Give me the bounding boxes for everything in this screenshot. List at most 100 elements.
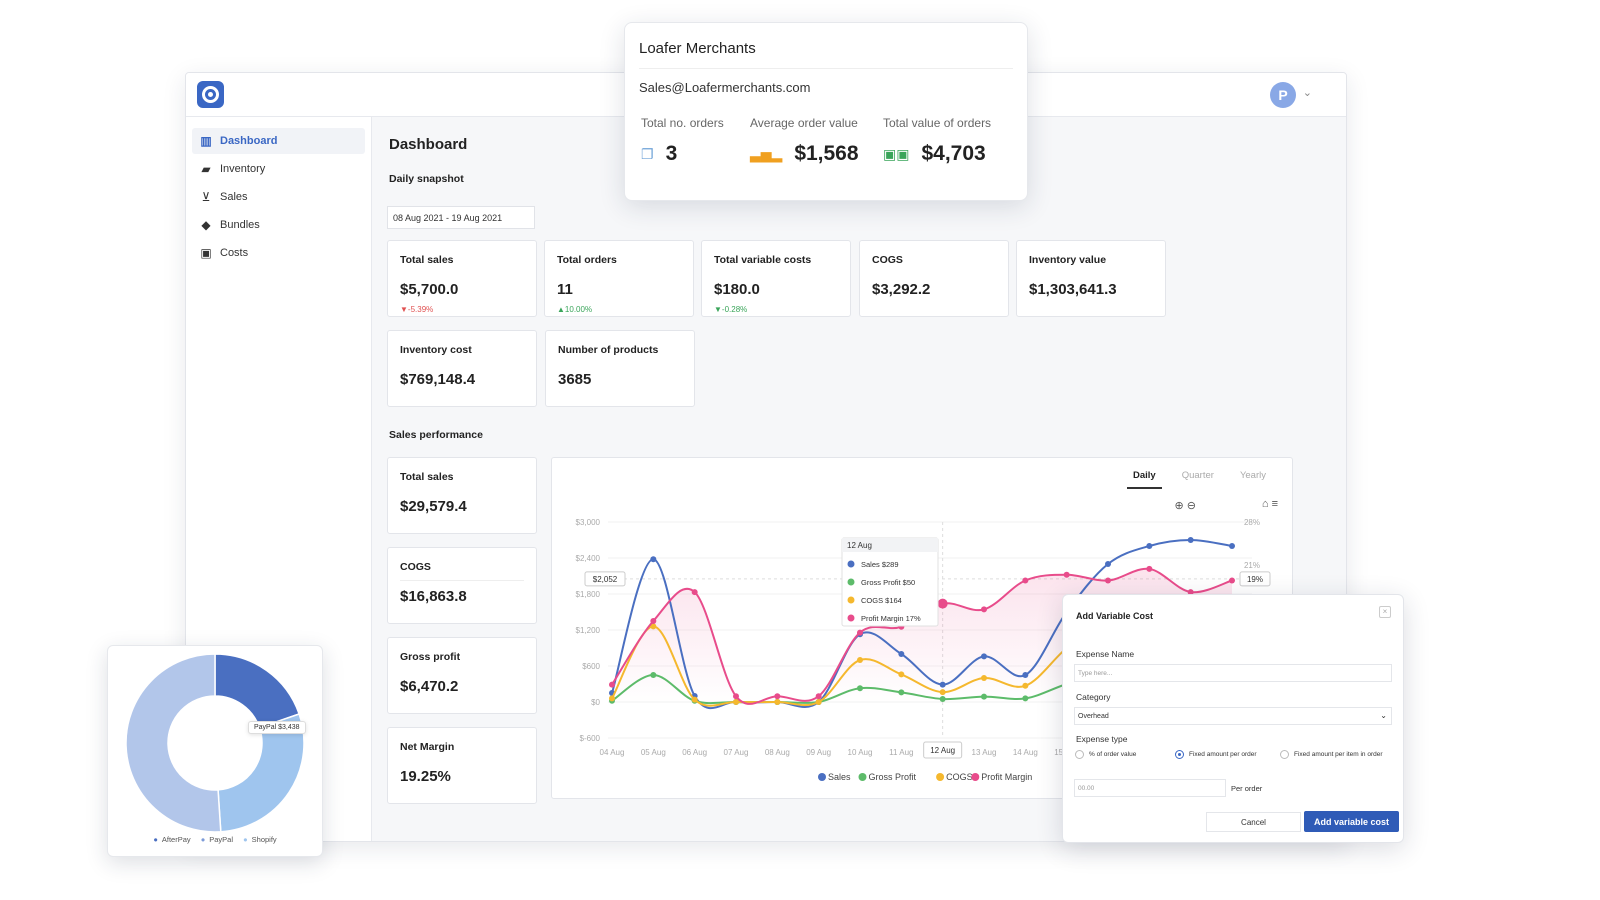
legend-dot <box>971 773 980 781</box>
home-icon[interactable]: ⌂ <box>1261 498 1269 510</box>
close-icon[interactable]: × <box>1379 606 1391 618</box>
legend-dot <box>936 773 945 781</box>
sidebar-item-bundles[interactable]: ◆ Bundles <box>192 212 365 238</box>
card-value: 19.25% <box>400 768 451 785</box>
card-value: $3,292.2 <box>872 281 931 298</box>
donut-slice-paypal <box>214 653 301 729</box>
card-total-sales: Total sales $5,700.0 ▼-5.39% <box>387 240 537 317</box>
user-avatar[interactable]: P <box>1270 82 1296 108</box>
sidebar-item-label: Costs <box>220 247 249 259</box>
tooltip-row: Profit Margin 17% <box>861 614 921 623</box>
donut-tooltip: PayPal $3,438 <box>248 721 306 734</box>
zoom-out-icon[interactable]: ⊖ <box>1186 500 1196 512</box>
zoom-in-icon[interactable]: ⊕ <box>1174 500 1184 512</box>
tab-daily[interactable]: Daily <box>1127 468 1162 489</box>
data-point <box>857 685 863 692</box>
sidebar-item-label: Sales <box>220 191 248 203</box>
y2-tick-label: 21% <box>1244 561 1260 570</box>
card-value: 11 <box>557 281 573 298</box>
legend-label: Gross Profit <box>869 772 917 782</box>
card-total-orders: Total orders 11 ▲10.00% <box>544 240 694 317</box>
cancel-button[interactable]: Cancel <box>1206 812 1301 832</box>
data-point <box>1229 577 1235 584</box>
add-variable-cost-button[interactable]: Add variable cost <box>1304 811 1399 832</box>
data-point <box>898 651 905 657</box>
sidebar-item-costs[interactable]: ▣ Costs <box>192 240 365 266</box>
sidebar-item-inventory[interactable]: ▰ Inventory <box>192 156 365 182</box>
card-title: Inventory value <box>1029 254 1107 266</box>
x-tick-label: 11 Aug <box>889 748 913 757</box>
card-perf-cogs: COGS $16,863.8 <box>387 547 537 624</box>
stat-average-order-value: Average order value ▃▅▂ $1,568 <box>750 116 859 166</box>
menu-icon[interactable]: ≡ <box>1271 498 1278 510</box>
data-point <box>1229 543 1235 549</box>
expense-name-input[interactable]: Type here... <box>1074 664 1392 682</box>
data-point <box>815 693 822 700</box>
amount-input[interactable]: 00.00 <box>1074 779 1226 797</box>
tooltip-row: COGS $164 <box>861 596 902 605</box>
tab-yearly[interactable]: Yearly <box>1239 470 1266 481</box>
data-point <box>774 693 781 700</box>
data-point <box>609 681 615 688</box>
data-point <box>1022 695 1029 702</box>
card-title: Gross profit <box>400 651 461 663</box>
data-point <box>898 671 905 678</box>
stat-label: Total no. orders <box>641 116 724 130</box>
period-tabs: Daily Quarter Yearly <box>1113 468 1272 489</box>
radio-percent-of-order[interactable]: % of order value <box>1075 750 1136 760</box>
card-perf-total-sales: Total sales $29,579.4 <box>387 457 537 534</box>
y-tick-label: $0 <box>591 698 600 707</box>
x-tick-label: 12 Aug <box>930 746 955 755</box>
sidebar-item-dashboard[interactable]: ▥ Dashboard <box>192 128 365 154</box>
stat-total-value-of-orders: Total value of orders ▣▣ $4,703 <box>883 116 991 166</box>
data-point <box>691 696 698 703</box>
sidebar-item-sales[interactable]: ⊻ Sales <box>192 184 365 210</box>
category-select[interactable]: Overhead ⌄ <box>1074 707 1392 725</box>
tab-quarter[interactable]: Quarter <box>1181 470 1214 481</box>
legend-item: ● Shopify <box>243 835 277 844</box>
card-total-variable-costs: Total variable costs $180.0 ▼-0.28% <box>701 240 851 317</box>
app-logo[interactable] <box>197 81 224 108</box>
tooltip-row: Gross Profit $50 <box>861 578 915 587</box>
chevron-down-icon[interactable]: ⌄ <box>1302 87 1312 99</box>
payment-donut-chart <box>125 653 305 833</box>
zoom-controls: ⊕ ⊖ <box>1175 499 1197 512</box>
tooltip-dot <box>847 596 855 604</box>
date-range-input[interactable]: 08 Aug 2021 - 19 Aug 2021 <box>387 206 535 229</box>
x-tick-label: 06 Aug <box>682 748 707 757</box>
x-tick-label: 09 Aug <box>806 748 831 757</box>
tooltip-dot <box>847 578 855 586</box>
radio-button[interactable] <box>1075 750 1084 759</box>
sidebar-item-label: Bundles <box>220 219 260 231</box>
stat-value: $1,568 <box>794 142 859 165</box>
radio-fixed-per-order[interactable]: Fixed amount per order <box>1175 750 1257 760</box>
y-tick-label: $2,400 <box>576 554 601 563</box>
money-icon: ▣ <box>200 246 212 260</box>
card-inventory-cost: Inventory cost $769,148.4 <box>387 330 537 407</box>
payment-donut-card: PayPal $3,438 ● AfterPay ● PayPal ● Shopify <box>107 645 323 857</box>
legend-item: ● PayPal <box>200 835 234 844</box>
card-perf-gross-profit: Gross profit $6,470.2 <box>387 637 537 714</box>
card-value: $16,863.8 <box>400 588 467 605</box>
radio-button[interactable] <box>1280 750 1289 759</box>
data-point <box>650 623 657 630</box>
data-point <box>1146 565 1153 572</box>
card-delta: ▼-5.39% <box>400 305 434 314</box>
legend-label: COGS <box>946 772 973 782</box>
data-point <box>981 675 987 681</box>
legend-label: Profit Margin <box>981 772 1032 782</box>
radio-button[interactable] <box>1175 750 1184 759</box>
card-title: Total sales <box>400 471 454 483</box>
card-value: $5,700.0 <box>400 281 459 298</box>
data-point <box>1022 682 1029 689</box>
donut-legend: ● AfterPay ● PayPal ● Shopify <box>108 835 322 844</box>
data-point <box>815 699 822 705</box>
section-title-daily-snapshot: Daily snapshot <box>389 173 464 185</box>
card-value: $29,579.4 <box>400 498 467 515</box>
data-point <box>981 653 987 660</box>
data-point <box>1146 543 1153 549</box>
data-point <box>609 695 615 702</box>
y-tick-label: $3,000 <box>576 518 601 527</box>
card-title: Number of products <box>558 344 659 356</box>
radio-fixed-per-item[interactable]: Fixed amount per item in order <box>1280 750 1392 760</box>
